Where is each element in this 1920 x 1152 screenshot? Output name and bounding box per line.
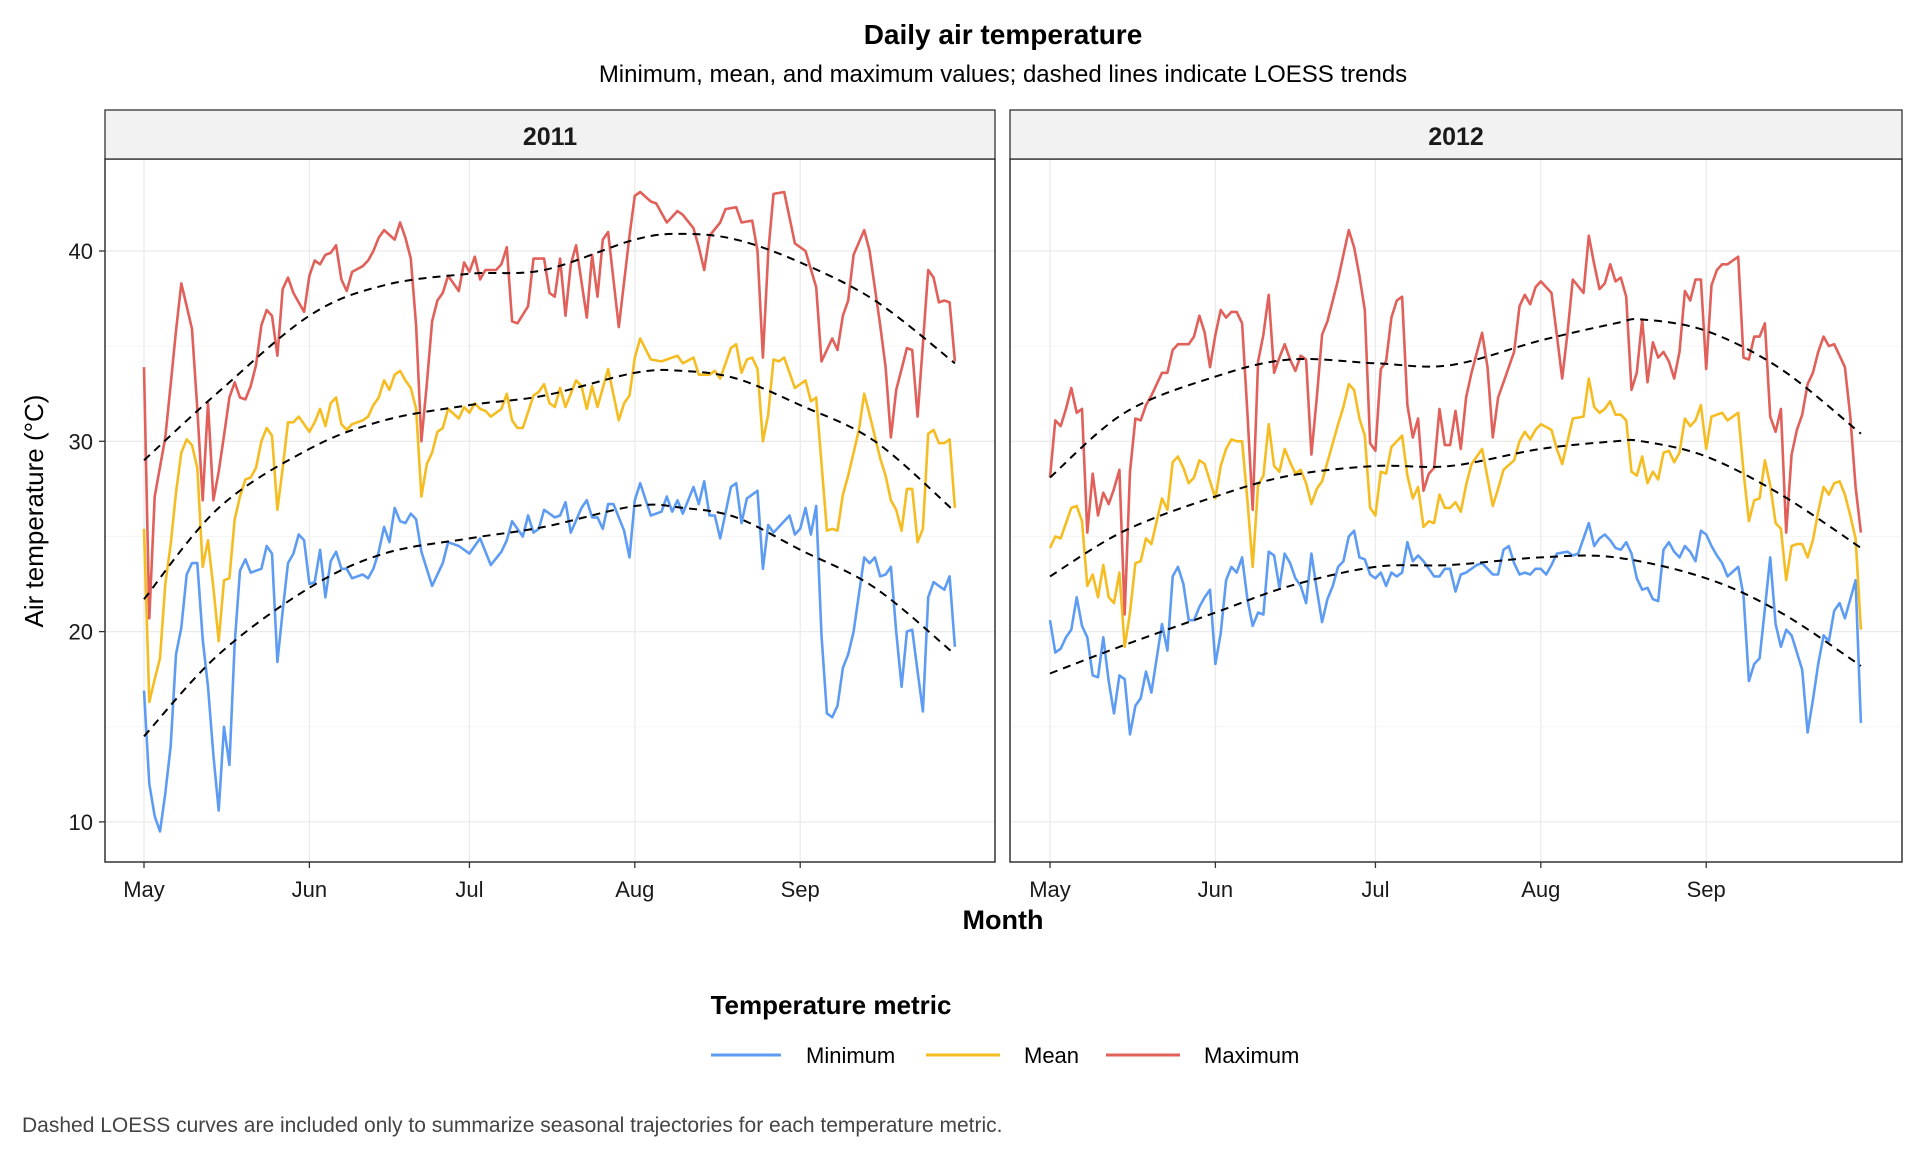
x-tick-label: Sep bbox=[781, 877, 820, 902]
chart-subtitle: Minimum, mean, and maximum values; dashe… bbox=[599, 61, 1407, 88]
y-tick-label: 10 bbox=[69, 810, 93, 835]
legend-label-mean: Mean bbox=[1024, 1043, 1079, 1068]
x-tick-label: Jul bbox=[1361, 877, 1389, 902]
loess-trend-minimum bbox=[1049, 554, 1862, 675]
loess-trend-maximum bbox=[1049, 318, 1862, 479]
panel-2011: May Jun Jul Aug Sep 2011 10 20 30 40 bbox=[69, 109, 996, 902]
x-tick-label: Sep bbox=[1687, 877, 1726, 902]
y-tick-label: 40 bbox=[69, 239, 93, 264]
y-axis-title: Air temperature (°C) bbox=[19, 395, 49, 628]
series-line-maximum bbox=[1048, 228, 1863, 616]
chart-title: Daily air temperature bbox=[864, 19, 1143, 50]
facet-strip bbox=[104, 109, 996, 160]
legend-label-minimum: Minimum bbox=[806, 1043, 895, 1068]
legend-label-maximum: Maximum bbox=[1204, 1043, 1299, 1068]
legend-title: Temperature metric bbox=[711, 990, 952, 1020]
x-tick-label: Jun bbox=[292, 877, 327, 902]
loess-trend-minimum bbox=[143, 503, 956, 737]
facet-strip bbox=[1009, 109, 1903, 160]
plot-background bbox=[1010, 159, 1902, 862]
facet-strip-label: 2011 bbox=[523, 123, 577, 151]
y-tick-label: 20 bbox=[69, 620, 93, 645]
series-line-minimum bbox=[1048, 521, 1863, 736]
y-tick-label: 30 bbox=[69, 429, 93, 454]
loess-trend-maximum bbox=[143, 232, 956, 462]
series-line-maximum bbox=[142, 190, 957, 620]
x-tick-label: May bbox=[123, 877, 165, 902]
facet-strip-label: 2012 bbox=[1428, 123, 1484, 151]
x-axis-title: Month bbox=[963, 905, 1044, 935]
series-line-mean bbox=[142, 337, 957, 704]
footnote: Dashed LOESS curves are included only to… bbox=[22, 1114, 1002, 1137]
legend: Temperature metric Minimum Mean Maximum bbox=[711, 990, 1300, 1068]
panel-2012: May Jun Jul Aug Sep 2012 bbox=[1009, 109, 1903, 902]
x-tick-label: Aug bbox=[615, 877, 654, 902]
plot-background bbox=[105, 159, 995, 862]
loess-trend-mean bbox=[143, 368, 956, 600]
x-tick-label: Aug bbox=[1521, 877, 1560, 902]
series-line-mean bbox=[1048, 377, 1863, 649]
x-tick-label: May bbox=[1029, 877, 1071, 902]
facet-panels: May Jun Jul Aug Sep 2011 10 20 30 40 May Jun Jul Aug S… bbox=[69, 109, 1903, 902]
series-line-minimum bbox=[142, 480, 957, 833]
x-tick-label: Jul bbox=[455, 877, 483, 902]
x-tick-label: Jun bbox=[1198, 877, 1233, 902]
